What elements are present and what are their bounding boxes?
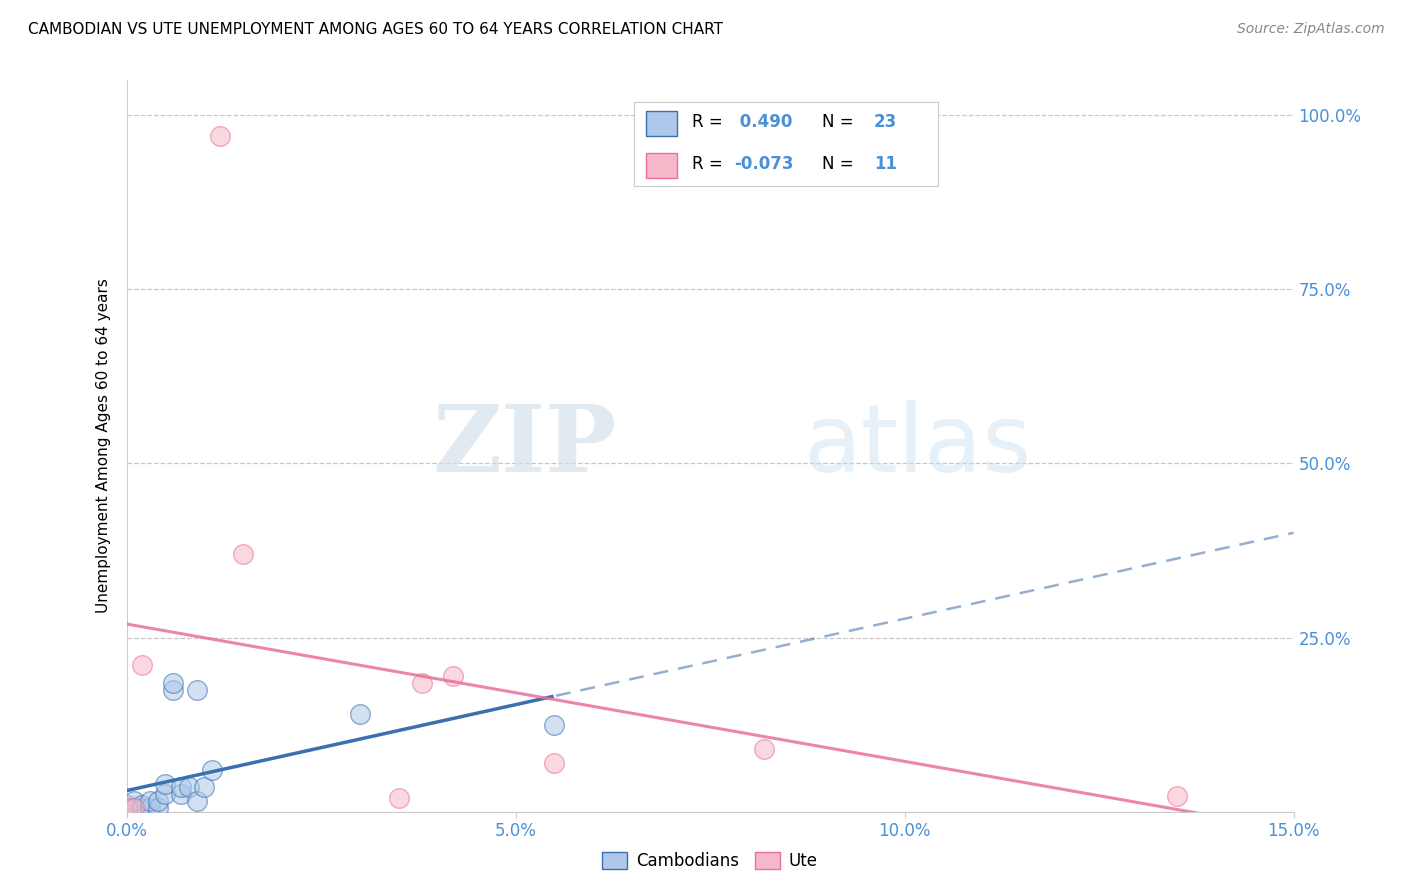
Point: [1166, 789, 1188, 804]
Bar: [647, 153, 676, 178]
Text: -0.073: -0.073: [734, 155, 794, 173]
Point: [139, 801, 162, 815]
Point: [162, 676, 184, 690]
Text: R =: R =: [692, 155, 723, 173]
Point: [388, 790, 411, 805]
Point: [139, 794, 162, 808]
Legend: Cambodians, Ute: Cambodians, Ute: [596, 845, 824, 877]
Point: [124, 801, 146, 815]
Point: [349, 707, 371, 722]
Point: [124, 801, 146, 815]
Point: [115, 801, 138, 815]
Text: R =: R =: [692, 113, 723, 131]
Y-axis label: Unemployment Among Ages 60 to 64 years: Unemployment Among Ages 60 to 64 years: [96, 278, 111, 614]
Point: [543, 717, 565, 731]
Point: [124, 794, 146, 808]
Point: [201, 763, 224, 777]
Point: [170, 780, 193, 795]
Text: CAMBODIAN VS UTE UNEMPLOYMENT AMONG AGES 60 TO 64 YEARS CORRELATION CHART: CAMBODIAN VS UTE UNEMPLOYMENT AMONG AGES…: [28, 22, 723, 37]
Text: N =: N =: [823, 155, 853, 173]
Point: [162, 682, 184, 697]
Point: [754, 742, 776, 756]
Point: [170, 787, 193, 801]
Point: [232, 547, 254, 561]
Text: 23: 23: [875, 113, 897, 131]
Text: N =: N =: [823, 113, 853, 131]
Point: [146, 801, 169, 815]
Point: [155, 777, 177, 791]
Point: [208, 128, 231, 143]
Point: [186, 794, 208, 808]
Point: [115, 797, 138, 812]
Text: 0.490: 0.490: [734, 113, 793, 131]
Text: 11: 11: [875, 155, 897, 173]
Point: [155, 787, 177, 801]
Point: [115, 801, 138, 815]
Point: [131, 797, 153, 812]
Point: [131, 658, 153, 673]
Bar: [647, 111, 676, 136]
Point: [543, 756, 565, 770]
Point: [441, 669, 464, 683]
Point: [193, 780, 215, 795]
Text: atlas: atlas: [803, 400, 1032, 492]
Point: [177, 780, 200, 795]
Point: [146, 794, 169, 808]
Text: Source: ZipAtlas.com: Source: ZipAtlas.com: [1237, 22, 1385, 37]
Point: [411, 676, 433, 690]
Text: ZIP: ZIP: [433, 401, 617, 491]
Point: [186, 682, 208, 697]
Point: [131, 801, 153, 815]
